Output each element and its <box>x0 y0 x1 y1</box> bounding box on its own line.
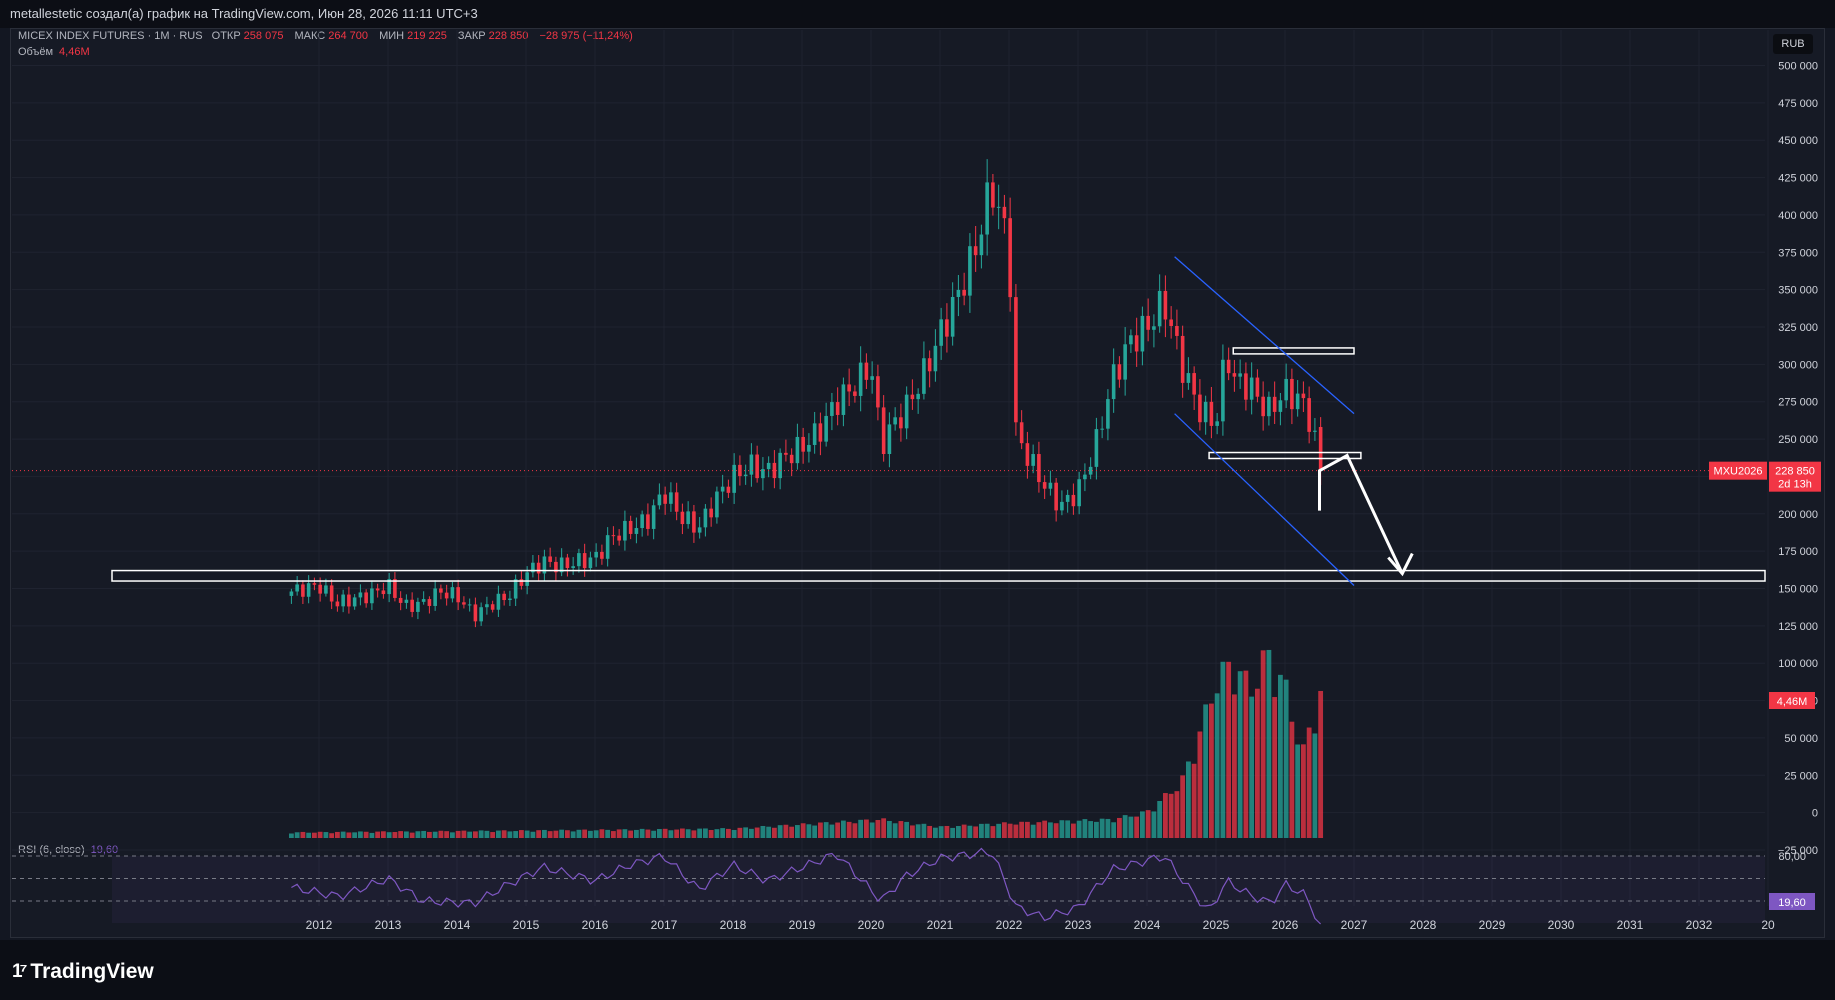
attribution-text: metallestetic создал(а) график на Tradin… <box>10 6 478 21</box>
open-value: 258 075 <box>243 30 284 42</box>
volume-legend: Объём 4,46M <box>18 46 98 58</box>
volume-legend-value: 4,46M <box>59 46 90 58</box>
close-label: ЗАКР <box>457 30 486 42</box>
currency-selector[interactable]: RUB <box>1773 34 1813 54</box>
brand-name: TradingView <box>30 960 154 983</box>
close-value: 228 850 <box>488 30 529 42</box>
symbol-name: MICEX INDEX FUTURES · 1M · RUS <box>18 30 203 42</box>
symbol-legend: MICEX INDEX FUTURES · 1M · RUS ОТКР 258 0… <box>18 30 641 42</box>
change-value: −28 975 (−11,24%) <box>539 30 633 42</box>
low-label: МИН <box>379 30 405 42</box>
rsi-legend: RSI (6, close) 19,60 <box>18 844 118 856</box>
tradingview-logo[interactable]: 1⁷ TradingView <box>12 960 154 984</box>
footer <box>0 940 1835 1000</box>
chart-panel[interactable] <box>10 28 1825 938</box>
high-label: МАКС <box>294 30 326 42</box>
rsi-label: RSI (6, close) <box>18 844 85 856</box>
volume-label: Объём <box>18 46 54 58</box>
high-value: 264 700 <box>328 30 368 42</box>
attribution-header: metallestetic создал(а) график на Tradin… <box>0 0 1835 28</box>
low-value: 219 225 <box>407 30 447 42</box>
tradingview-logo-icon: 1⁷ <box>12 961 28 982</box>
rsi-legend-value: 19,60 <box>90 844 119 856</box>
open-label: ОТКР <box>211 30 241 42</box>
